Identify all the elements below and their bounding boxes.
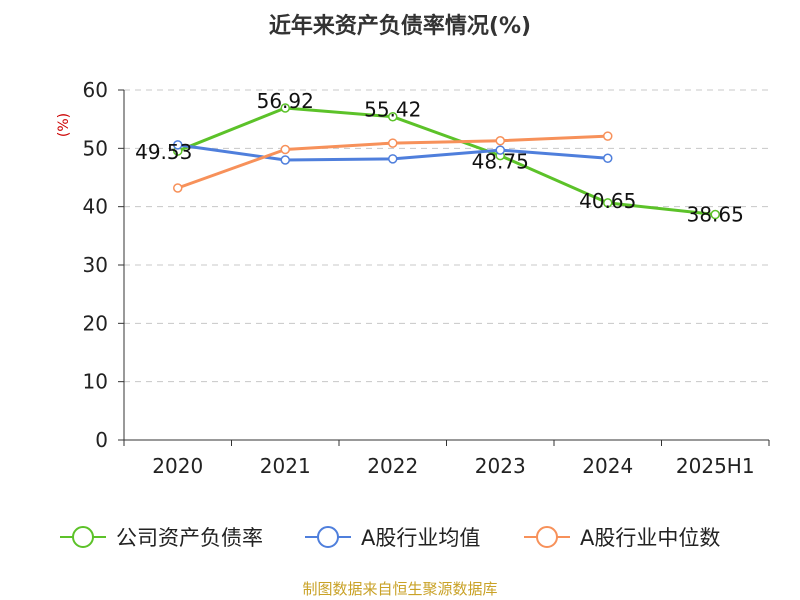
y-tick-label: 50 (83, 136, 108, 160)
legend[interactable]: 公司资产负债率 A股行业均值 A股行业中位数 (60, 526, 720, 550)
x-tick-label: 2020 (152, 454, 203, 478)
industry-average-point (388, 154, 398, 164)
x-tick-label: 2022 (367, 454, 418, 478)
x-tick-label: 2025H1 (676, 454, 755, 478)
y-tick-label: 30 (83, 253, 108, 277)
x-tick-label: 2021 (260, 454, 311, 478)
industry-median-point (603, 131, 613, 141)
industry-average-point (495, 145, 505, 155)
axes: 0 10 20 30 40 50 60 2020 2021 2022 2023 2024 2025H1 (83, 78, 770, 478)
company-debt-ratio-line (177, 106, 716, 217)
legend-label: A股行业中位数 (580, 526, 720, 550)
industry-median-point (280, 144, 290, 155)
y-tick-label: 60 (83, 78, 108, 102)
x-tick-label: 2024 (582, 454, 633, 478)
legend-marker (536, 526, 558, 548)
company-debt-ratio-point (388, 111, 398, 122)
legend-label: A股行业均值 (361, 526, 480, 550)
legend-marker (72, 526, 94, 548)
industry-median-point (495, 136, 505, 146)
industry-average-point (280, 155, 290, 165)
y-tick-label: 40 (83, 195, 108, 219)
y-axis-unit-label: (%) (56, 113, 72, 137)
y-tick-label: 0 (95, 428, 108, 452)
industry-median-point (388, 138, 398, 148)
industry-average-point (603, 153, 613, 163)
y-tick-label: 20 (83, 311, 108, 335)
series-lines (173, 103, 720, 220)
legend-marker (317, 526, 339, 548)
grid-lines (124, 89, 769, 383)
company-debt-ratio-point (710, 209, 720, 220)
chart-title: 近年来资产负债率情况(%) (269, 13, 531, 39)
source-note: 制图数据来自恒生聚源数据库 (302, 580, 497, 598)
data-labels: 49.53 56.92 55.42 48.75 40.65 38.65 (135, 89, 744, 227)
data-label: 55.42 (364, 98, 421, 122)
data-label: 40.65 (579, 189, 636, 213)
company-debt-ratio-point (280, 103, 290, 113)
y-tick-label: 10 (83, 370, 108, 394)
legend-label: 公司资产负债率 (116, 526, 263, 550)
x-tick-label: 2023 (475, 454, 526, 478)
data-label: 48.75 (472, 150, 529, 174)
industry-average-point (173, 140, 183, 150)
data-label: 49.53 (135, 140, 192, 164)
legend-item-company-debt-ratio[interactable]: 公司资产负债率 (60, 526, 263, 550)
company-debt-ratio-point (603, 198, 613, 208)
data-label: 56.92 (257, 89, 314, 113)
legend-item-industry-median[interactable]: A股行业中位数 (524, 526, 720, 550)
legend-item-industry-average[interactable]: A股行业均值 (305, 526, 480, 550)
industry-median-point (173, 183, 183, 193)
data-label: 38.65 (687, 203, 744, 227)
